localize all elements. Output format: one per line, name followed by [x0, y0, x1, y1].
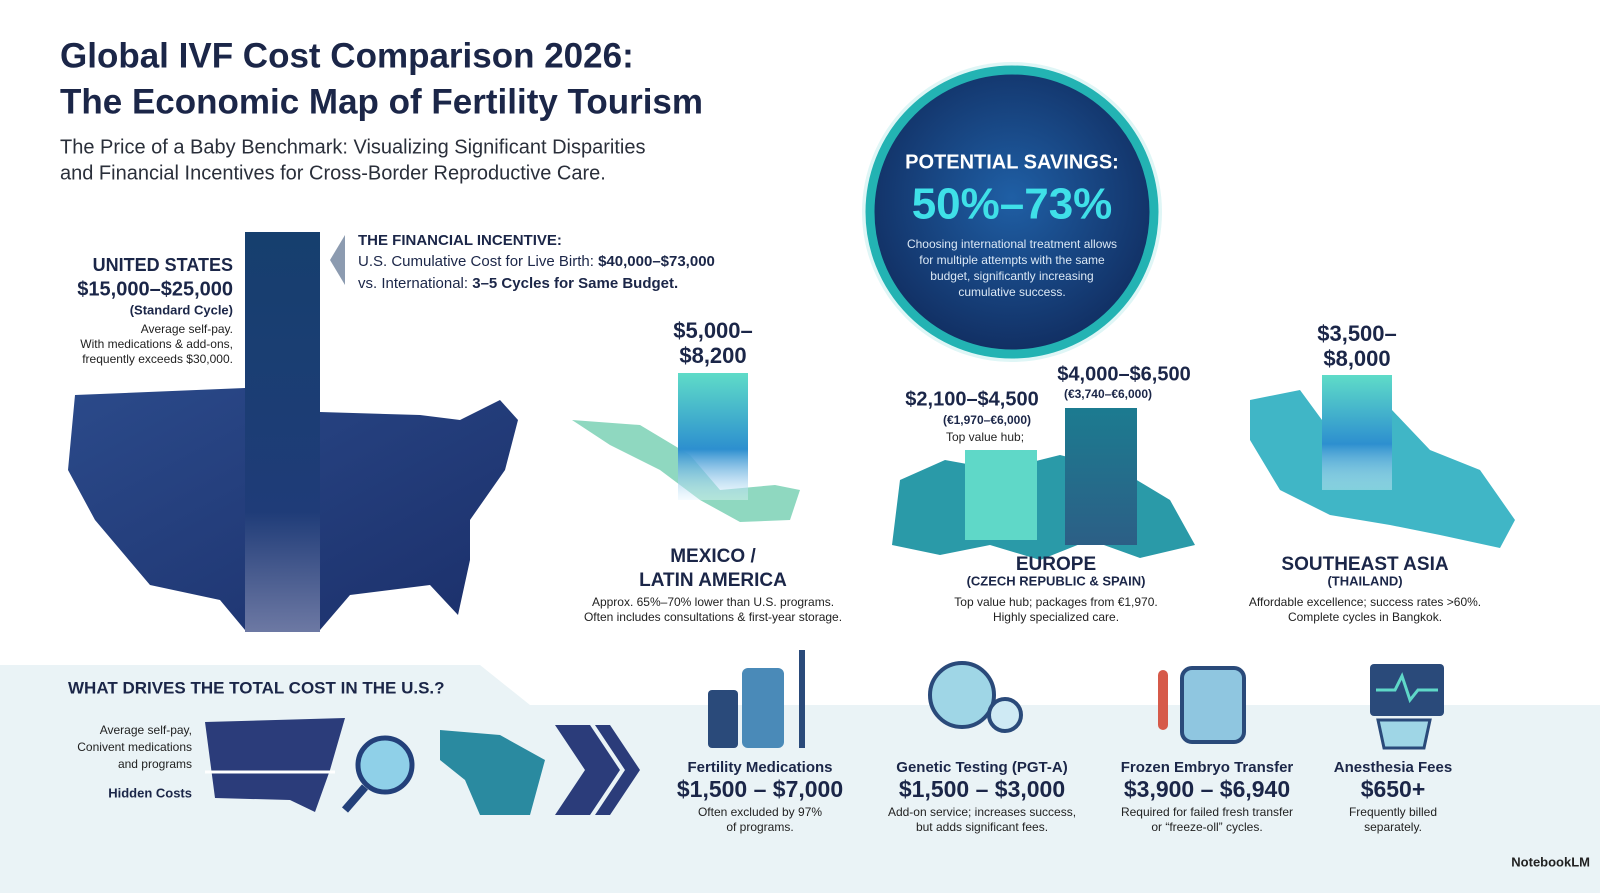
region-price: $2,100–$4,500	[905, 388, 1038, 410]
region-note: frequently exceeds $30,000.	[82, 352, 233, 366]
savings-text: Choosing international treatment allows	[907, 237, 1117, 251]
incentive-line: U.S. Cumulative Cost for Live Birth: $40…	[358, 253, 715, 270]
subtitle: and Financial Incentives for Cross-Borde…	[60, 162, 606, 184]
cost-price: $3,900 – $6,940	[1124, 776, 1290, 802]
region-note: Complete cycles in Bangkok.	[1288, 610, 1442, 624]
savings-text: for multiple attempts with the same	[919, 253, 1105, 267]
cost-price: $1,500 – $7,000	[677, 776, 843, 802]
cost-note: Add-on service; increases success,	[888, 805, 1076, 819]
monitor-pulse	[1376, 672, 1438, 704]
magnifier-icon	[355, 735, 415, 795]
mask-icon	[1376, 718, 1432, 750]
region-name: UNITED STATES	[93, 255, 233, 275]
us-map	[68, 388, 518, 630]
region-sub: (Standard Cycle)	[130, 302, 233, 317]
cost-note: separately.	[1364, 820, 1422, 834]
region-price: $4,000–$6,500	[1057, 363, 1190, 385]
chevrons	[555, 725, 640, 815]
savings-value: 50%–73%	[912, 180, 1113, 229]
region-sub: (€3,740–€6,000)	[1064, 387, 1152, 401]
region-sub: (CZECH REPUBLIC & SPAIN)	[967, 573, 1146, 588]
savings-text: cumulative success.	[958, 285, 1065, 299]
region-sub: (€1,970–€6,000)	[943, 413, 1031, 427]
cost-note: Frequently billed	[1349, 805, 1437, 819]
region-price: $15,000–$25,000	[77, 278, 233, 300]
subtitle: The Price of a Baby Benchmark: Visualizi…	[60, 136, 645, 158]
region-price: $5,000–	[673, 318, 753, 343]
mexico-bar	[678, 373, 748, 500]
globe-icon	[440, 730, 545, 815]
savings-label: POTENTIAL SAVINGS:	[905, 151, 1119, 173]
embryo-icon	[1180, 666, 1246, 744]
cost-note: Required for failed fresh transfer	[1121, 805, 1293, 819]
region-price: $3,500–	[1317, 321, 1397, 346]
cost-note: or “freeze-oll” cycles.	[1151, 820, 1262, 834]
savings-circle	[865, 65, 1159, 359]
medication-icon	[742, 668, 784, 748]
region-note: Often includes consultations & first-yea…	[584, 610, 842, 624]
cost-price: $650+	[1361, 776, 1426, 802]
title: Global IVF Cost Comparison 2026:	[60, 36, 634, 75]
incentive-text: vs. International:	[358, 275, 472, 292]
incentive-bold: 3–5 Cycles for Same Budget.	[472, 275, 678, 292]
testing-icon	[928, 661, 996, 729]
region-note: With medications & add-ons,	[80, 337, 233, 351]
region-name: MEXICO /	[670, 546, 756, 567]
incentive-heading: THE FINANCIAL INCENTIVE:	[358, 232, 562, 249]
europe-bar-1	[965, 450, 1037, 540]
region-name: LATIN AMERICA	[639, 570, 787, 591]
incentive-line: vs. International: 3–5 Cycles for Same B…	[358, 275, 678, 292]
cost-note: but adds significant fees.	[916, 820, 1048, 834]
cost-name: Genetic Testing (PGT-A)	[896, 759, 1067, 776]
region-price: $8,200	[679, 343, 746, 368]
us-icon	[205, 718, 345, 812]
testing-icon	[987, 697, 1023, 733]
brand: NotebookLM	[1511, 854, 1590, 869]
sea-bar	[1322, 375, 1392, 490]
drivers-note: Conivent medications	[77, 740, 192, 754]
region-name: SOUTHEAST ASIA	[1281, 554, 1448, 575]
incentive-text: U.S. Cumulative Cost for Live Birth:	[358, 253, 598, 270]
region-note: Affordable excellence; success rates >60…	[1249, 595, 1481, 609]
title: The Economic Map of Fertility Tourism	[60, 82, 703, 121]
region-note: Top value hub;	[946, 430, 1024, 444]
medication-icon	[708, 690, 738, 748]
cost-price: $1,500 – $3,000	[899, 776, 1065, 802]
drivers-note: and programs	[118, 757, 192, 771]
region-note: Highly specialized care.	[993, 610, 1119, 624]
us-bar	[245, 232, 320, 632]
incentive-arrow	[330, 235, 345, 285]
cost-name: Anesthesia Fees	[1334, 759, 1452, 776]
region-note: Top value hub; packages from €1,970.	[954, 595, 1157, 609]
europe-map	[892, 455, 1195, 560]
region-sub: (THAILAND)	[1327, 573, 1402, 588]
magnifier-handle	[341, 784, 369, 813]
cost-name: Frozen Embryo Transfer	[1121, 759, 1294, 776]
cost-note: of programs.	[726, 820, 793, 834]
region-note: Average self-pay.	[141, 322, 233, 336]
region-name: EUROPE	[1016, 554, 1096, 575]
region-price: $8,000	[1323, 346, 1390, 371]
europe-bar-2	[1065, 408, 1137, 545]
drivers-note: Average self-pay,	[100, 723, 192, 737]
region-note: Approx. 65%–70% lower than U.S. programs…	[592, 595, 834, 609]
savings-text: budget, significantly increasing	[930, 269, 1093, 283]
thermometer-icon	[1158, 670, 1168, 730]
cost-note: Often excluded by 97%	[698, 805, 822, 819]
drivers-hidden: Hidden Costs	[108, 785, 192, 800]
incentive-bold: $40,000–$73,000	[598, 253, 715, 270]
cost-name: Fertility Medications	[687, 759, 832, 776]
drivers-heading: WHAT DRIVES THE TOTAL COST IN THE U.S.?	[68, 678, 445, 697]
